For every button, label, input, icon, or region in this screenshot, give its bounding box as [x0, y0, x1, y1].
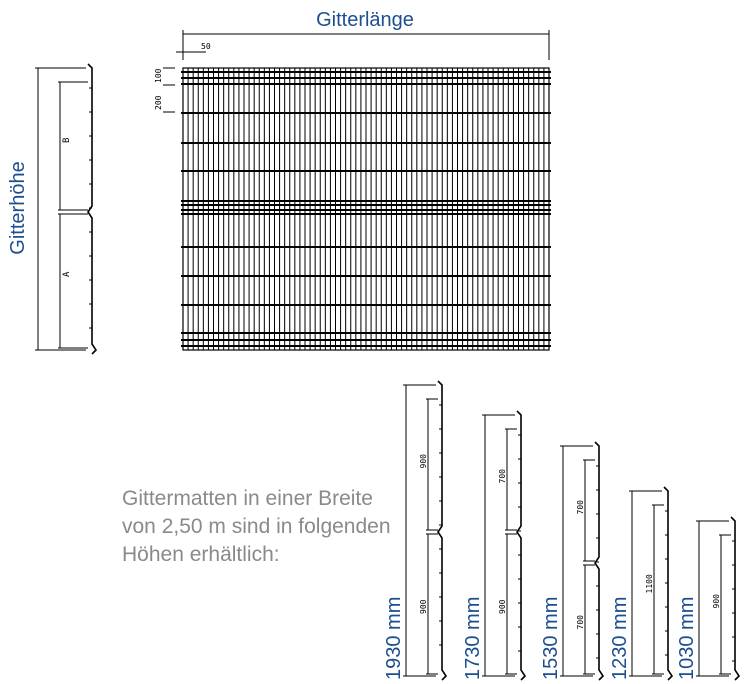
variant-segment-label: 700 — [498, 469, 507, 484]
dim-50-label: 50 — [201, 42, 211, 51]
spacing-dimension — [163, 67, 175, 113]
grid-length-title: Gitterlänge — [316, 9, 414, 31]
variant-segment-label: 900 — [419, 454, 428, 469]
height-profile-shape — [35, 63, 98, 355]
variant-profile-5 — [696, 516, 741, 681]
height-variants: 1930 mm 900 900 1730 mm 700 900 1530 mm 700 700 1… — [383, 380, 741, 681]
variant-segment-label: 700 — [576, 615, 585, 630]
description-line-3: Höhen erhältlich: — [122, 543, 280, 566]
availability-description: Gittermatten in einer Breite von 2,50 m … — [122, 485, 391, 569]
variant-segment-label: 900 — [498, 599, 507, 614]
variant-segment-label: 900 — [419, 599, 428, 614]
variant-profile-3 — [560, 441, 605, 681]
dim-200-label: 200 — [154, 95, 163, 110]
variant-height-label: 1230 mm — [609, 597, 631, 680]
variant-height-label: 1930 mm — [383, 597, 405, 680]
variant-profile-2 — [482, 410, 527, 681]
variant-segment-label: 1100 — [645, 574, 654, 593]
variant-height-label: 1730 mm — [462, 597, 484, 680]
height-profile — [35, 63, 98, 355]
variant-profile-1 — [403, 380, 448, 681]
description-line-2: von 2,50 m sind in folgenden — [122, 515, 391, 538]
variant-height-label: 1030 mm — [676, 597, 698, 680]
description-line-1: Gittermatten in einer Breite — [122, 487, 373, 510]
dim-100-label: 100 — [154, 68, 163, 83]
segment-b-label: B — [62, 138, 72, 143]
segment-a-label: A — [62, 271, 72, 277]
variant-segment-label: 700 — [576, 500, 585, 515]
variant-profile-4 — [629, 486, 674, 681]
grid-height-title: Gitterhöhe — [7, 161, 29, 254]
variant-height-label: 1530 mm — [540, 597, 562, 680]
variant-segment-label: 900 — [712, 594, 721, 609]
grid-mesh — [181, 67, 551, 351]
length-dimension — [176, 30, 550, 60]
